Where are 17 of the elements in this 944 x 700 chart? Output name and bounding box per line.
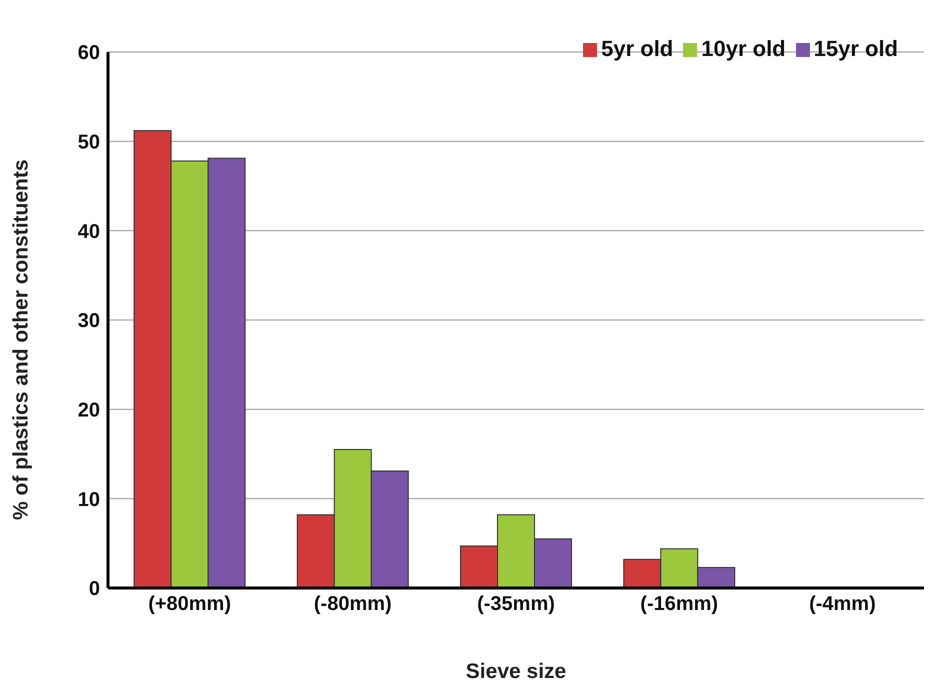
y-tick-label: 0 xyxy=(88,578,100,600)
y-axis-title: % of plastics and other constituents xyxy=(9,159,32,520)
x-axis-title: Sieve size xyxy=(466,660,566,683)
y-tick-label: 40 xyxy=(78,220,100,243)
legend-label: 10yr old xyxy=(701,36,786,61)
x-tick-label: (+80mm) xyxy=(148,593,232,616)
x-tick-label: (-4mm) xyxy=(809,593,876,616)
x-tick-label: (-80mm) xyxy=(314,593,392,616)
legend-label: 15yr old xyxy=(814,36,898,61)
y-tick-label: 30 xyxy=(78,310,100,332)
x-tick-label: (-35mm) xyxy=(477,593,555,616)
y-tick-label: 50 xyxy=(78,131,100,154)
y-tick-label: 60 xyxy=(78,42,100,64)
legend-label: 5yr old xyxy=(601,36,674,61)
y-tick-label: 10 xyxy=(78,488,100,511)
y-tick-label: 20 xyxy=(78,399,100,422)
x-tick-label: (-16mm) xyxy=(640,593,718,616)
